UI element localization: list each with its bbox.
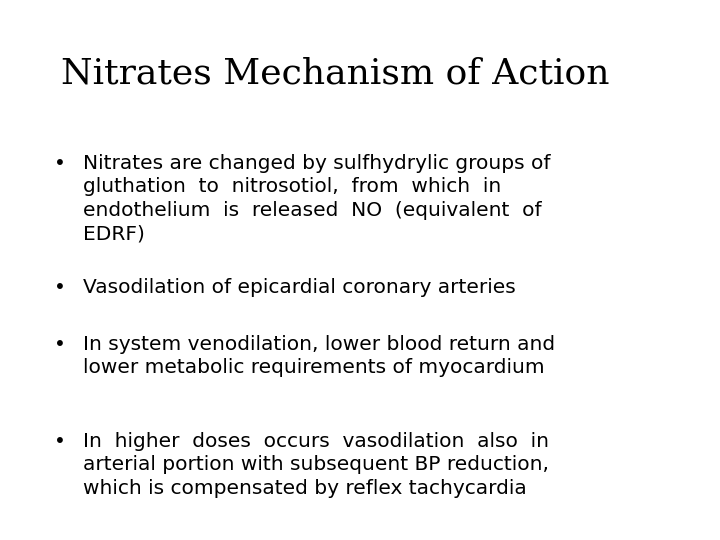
Text: In system venodilation, lower blood return and
lower metabolic requirements of m: In system venodilation, lower blood retu…	[83, 335, 555, 377]
Text: •: •	[54, 335, 66, 354]
Text: Vasodilation of epicardial coronary arteries: Vasodilation of epicardial coronary arte…	[83, 278, 516, 297]
Text: Nitrates are changed by sulfhydrylic groups of
gluthation  to  nitrosotiol,  fro: Nitrates are changed by sulfhydrylic gro…	[83, 154, 550, 244]
Text: Nitrates Mechanism of Action: Nitrates Mechanism of Action	[61, 57, 610, 91]
Text: •: •	[54, 154, 66, 173]
Text: •: •	[54, 432, 66, 451]
Text: •: •	[54, 278, 66, 297]
Text: In  higher  doses  occurs  vasodilation  also  in
arterial portion with subseque: In higher doses occurs vasodilation also…	[83, 432, 549, 498]
